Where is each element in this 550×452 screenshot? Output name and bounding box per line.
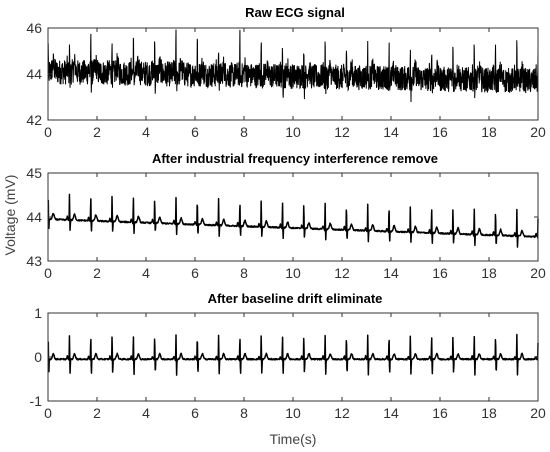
panel-interference-removed: After industrial frequency interference … — [26, 151, 546, 281]
x-tick-label: 20 — [530, 265, 546, 281]
x-tick-label: 16 — [432, 265, 448, 281]
y-tick-label: -1 — [30, 393, 43, 409]
x-tick-label: 18 — [481, 405, 497, 421]
y-tick-label: 42 — [26, 112, 42, 128]
x-tick-label: 18 — [481, 124, 497, 140]
y-tick-label: 1 — [34, 305, 42, 321]
x-tick-label: 16 — [432, 405, 448, 421]
x-tick-label: 20 — [530, 405, 546, 421]
x-tick-label: 16 — [432, 124, 448, 140]
y-tick-label: 45 — [26, 165, 42, 181]
y-tick-label: 44 — [26, 209, 42, 225]
raw-ecg-line — [47, 29, 539, 103]
x-tick-label: 10 — [285, 405, 301, 421]
y-tick-label: 44 — [26, 66, 42, 82]
y-tick-label: 46 — [26, 20, 42, 36]
x-tick-label: 14 — [383, 265, 399, 281]
baseline-removed-line — [47, 333, 539, 376]
y-axis-label: Voltage (mV) — [2, 175, 18, 256]
x-tick-label: 0 — [44, 265, 52, 281]
x-tick-label: 4 — [142, 405, 150, 421]
x-tick-label: 6 — [191, 265, 199, 281]
x-tick-label: 4 — [142, 265, 150, 281]
y-tick-label: 0 — [34, 349, 42, 365]
x-tick-label: 0 — [44, 405, 52, 421]
x-tick-label: 6 — [191, 405, 199, 421]
x-tick-label: 20 — [530, 124, 546, 140]
x-tick-label: 6 — [191, 124, 199, 140]
x-tick-label: 12 — [334, 405, 350, 421]
x-tick-label: 2 — [93, 124, 101, 140]
x-tick-label: 18 — [481, 265, 497, 281]
x-tick-label: 10 — [285, 124, 301, 140]
x-tick-label: 8 — [240, 405, 248, 421]
panel-2-frame — [47, 172, 539, 262]
panel-3-title: After baseline drift eliminate — [208, 291, 383, 306]
x-tick-label: 2 — [93, 405, 101, 421]
x-axis-label: Time(s) — [270, 431, 317, 447]
x-tick-label: 14 — [383, 124, 399, 140]
x-tick-label: 4 — [142, 124, 150, 140]
x-tick-label: 10 — [285, 265, 301, 281]
x-tick-label: 12 — [334, 265, 350, 281]
x-tick-label: 0 — [44, 124, 52, 140]
x-tick-label: 8 — [240, 124, 248, 140]
panel-3-frame — [47, 312, 539, 402]
x-tick-label: 14 — [383, 405, 399, 421]
panel-2-title: After industrial frequency interference … — [152, 151, 438, 166]
x-tick-label: 2 — [93, 265, 101, 281]
x-tick-label: 8 — [240, 265, 248, 281]
interference-removed-line — [47, 193, 539, 248]
panel-baseline-removed: After baseline drift eliminate 0 2 4 6 8 10 12… — [30, 291, 546, 421]
x-tick-label: 12 — [334, 124, 350, 140]
panel-1-title: Raw ECG signal — [245, 5, 345, 20]
y-tick-label: 43 — [26, 253, 42, 269]
